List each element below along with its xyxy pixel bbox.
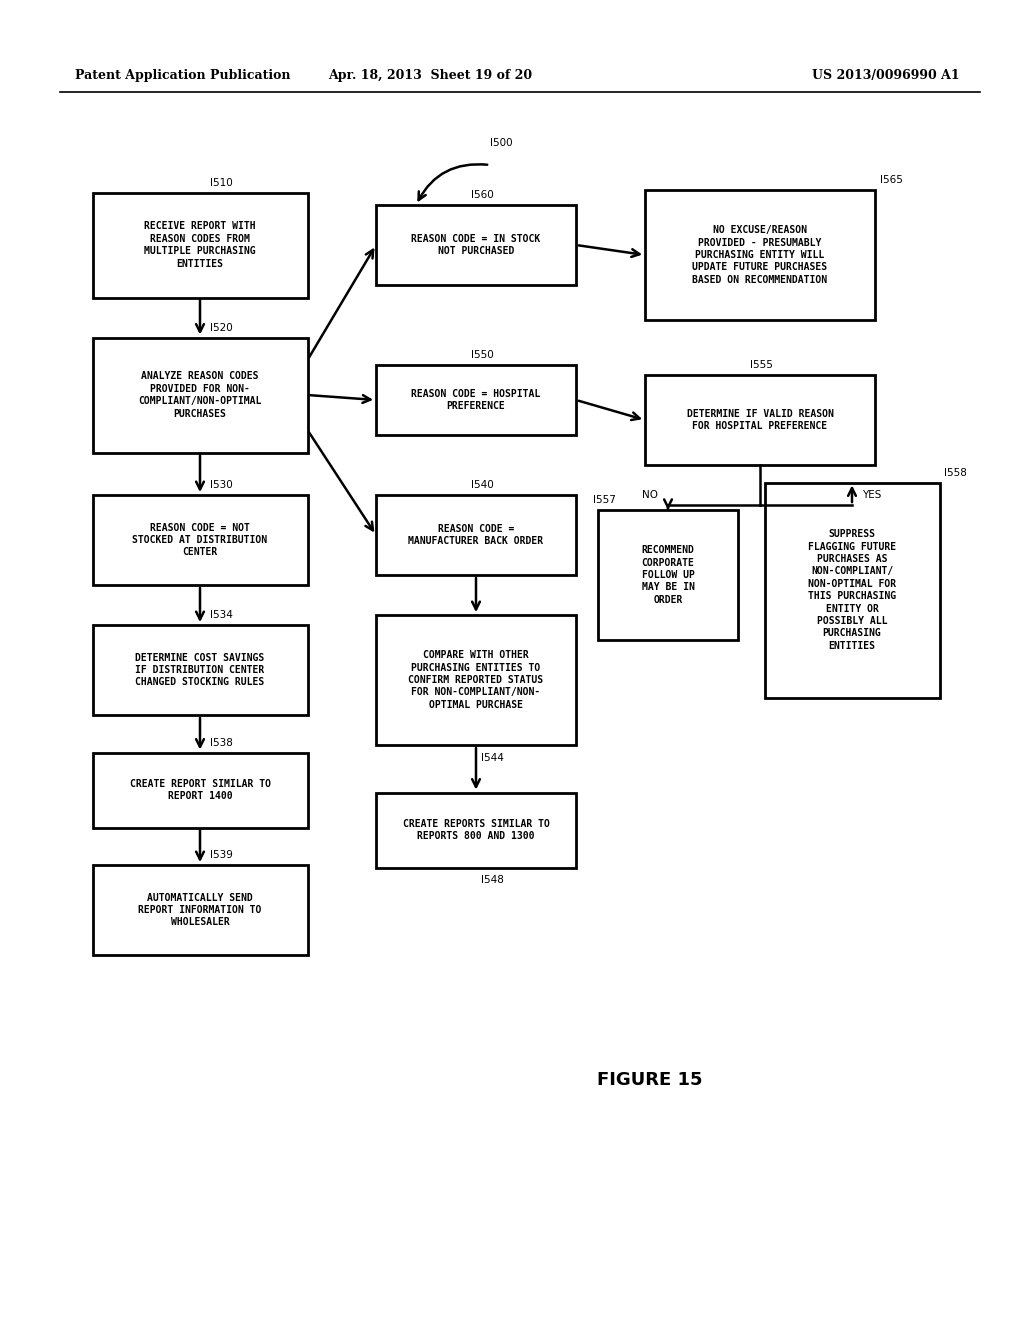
Text: I548: I548 bbox=[481, 875, 504, 884]
Text: DETERMINE COST SAVINGS
IF DISTRIBUTION CENTER
CHANGED STOCKING RULES: DETERMINE COST SAVINGS IF DISTRIBUTION C… bbox=[135, 652, 264, 688]
Text: I534: I534 bbox=[210, 610, 232, 620]
Text: AUTOMATICALLY SEND
REPORT INFORMATION TO
WHOLESALER: AUTOMATICALLY SEND REPORT INFORMATION TO… bbox=[138, 892, 262, 928]
Text: I539: I539 bbox=[210, 850, 232, 861]
Text: CREATE REPORT SIMILAR TO
REPORT 1400: CREATE REPORT SIMILAR TO REPORT 1400 bbox=[129, 779, 270, 801]
Bar bbox=[376, 495, 575, 576]
Text: I538: I538 bbox=[210, 738, 232, 748]
Text: REASON CODE = NOT
STOCKED AT DISTRIBUTION
CENTER: REASON CODE = NOT STOCKED AT DISTRIBUTIO… bbox=[132, 523, 267, 557]
Text: I500: I500 bbox=[490, 139, 513, 148]
Text: CREATE REPORTS SIMILAR TO
REPORTS 800 AND 1300: CREATE REPORTS SIMILAR TO REPORTS 800 AN… bbox=[402, 818, 550, 841]
Bar bbox=[376, 792, 575, 867]
Text: I510: I510 bbox=[210, 178, 232, 187]
Text: US 2013/0096990 A1: US 2013/0096990 A1 bbox=[812, 69, 961, 82]
Text: I550: I550 bbox=[471, 350, 494, 360]
Text: I544: I544 bbox=[481, 752, 504, 763]
Bar bbox=[598, 510, 738, 640]
Text: I555: I555 bbox=[750, 360, 773, 370]
Text: Patent Application Publication: Patent Application Publication bbox=[75, 69, 291, 82]
Text: DETERMINE IF VALID REASON
FOR HOSPITAL PREFERENCE: DETERMINE IF VALID REASON FOR HOSPITAL P… bbox=[686, 409, 834, 432]
Text: SUPPRESS
FLAGGING FUTURE
PURCHASES AS
NON-COMPLIANT/
NON-OPTIMAL FOR
THIS PURCHA: SUPPRESS FLAGGING FUTURE PURCHASES AS NO… bbox=[808, 529, 896, 651]
Text: COMPARE WITH OTHER
PURCHASING ENTITIES TO
CONFIRM REPORTED STATUS
FOR NON-COMPLI: COMPARE WITH OTHER PURCHASING ENTITIES T… bbox=[409, 651, 544, 710]
Text: NO EXCUSE/REASON
PROVIDED - PRESUMABLY
PURCHASING ENTITY WILL
UPDATE FUTURE PURC: NO EXCUSE/REASON PROVIDED - PRESUMABLY P… bbox=[692, 226, 827, 285]
Bar bbox=[92, 865, 307, 954]
Text: I520: I520 bbox=[210, 323, 232, 333]
Text: ANALYZE REASON CODES
PROVIDED FOR NON-
COMPLIANT/NON-OPTIMAL
PURCHASES: ANALYZE REASON CODES PROVIDED FOR NON- C… bbox=[138, 371, 262, 418]
Text: I530: I530 bbox=[210, 480, 232, 490]
Bar bbox=[645, 190, 874, 319]
Bar bbox=[92, 495, 307, 585]
Bar bbox=[92, 624, 307, 715]
Text: REASON CODE =
MANUFACTURER BACK ORDER: REASON CODE = MANUFACTURER BACK ORDER bbox=[409, 524, 544, 546]
Text: RECOMMEND
CORPORATE
FOLLOW UP
MAY BE IN
ORDER: RECOMMEND CORPORATE FOLLOW UP MAY BE IN … bbox=[642, 545, 694, 605]
Bar bbox=[92, 752, 307, 828]
Text: I557: I557 bbox=[593, 495, 615, 506]
Bar bbox=[92, 193, 307, 297]
Bar bbox=[92, 338, 307, 453]
Text: NO: NO bbox=[642, 490, 658, 500]
Bar bbox=[765, 483, 939, 697]
Bar bbox=[645, 375, 874, 465]
Bar bbox=[376, 615, 575, 744]
Text: I565: I565 bbox=[880, 176, 903, 185]
Text: REASON CODE = HOSPITAL
PREFERENCE: REASON CODE = HOSPITAL PREFERENCE bbox=[412, 389, 541, 412]
Text: I540: I540 bbox=[471, 480, 494, 490]
Text: Apr. 18, 2013  Sheet 19 of 20: Apr. 18, 2013 Sheet 19 of 20 bbox=[328, 69, 532, 82]
Text: FIGURE 15: FIGURE 15 bbox=[597, 1071, 702, 1089]
Text: YES: YES bbox=[862, 490, 882, 500]
Bar bbox=[376, 205, 575, 285]
Text: RECEIVE REPORT WITH
REASON CODES FROM
MULTIPLE PURCHASING
ENTITIES: RECEIVE REPORT WITH REASON CODES FROM MU… bbox=[144, 222, 256, 268]
Text: I558: I558 bbox=[944, 469, 967, 478]
Bar bbox=[376, 366, 575, 436]
Text: I560: I560 bbox=[471, 190, 494, 201]
Text: REASON CODE = IN STOCK
NOT PURCHASED: REASON CODE = IN STOCK NOT PURCHASED bbox=[412, 234, 541, 256]
